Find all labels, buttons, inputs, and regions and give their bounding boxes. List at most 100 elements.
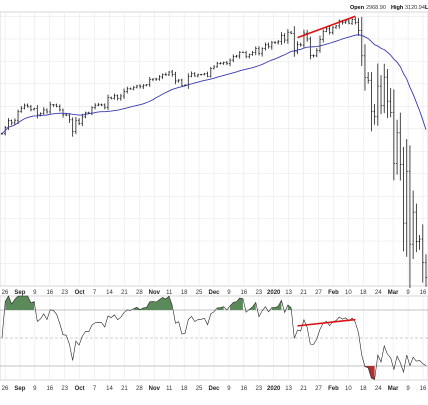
low-label-partial: L [425,5,428,11]
price-bar [254,46,257,56]
price-bar [421,224,424,283]
price-x-tick-label: 9 [227,290,231,296]
oscillator-x-tick-label: Sep [14,386,25,392]
price-x-tick-label: 28 [136,290,143,296]
price-bar [84,111,87,119]
price-bar [180,78,184,87]
oscillator-x-tick-label: Nov [149,386,161,392]
price-bar [309,36,312,60]
price-x-tick-label: 7 [93,290,97,296]
oscillator-x-tick-label: 21 [121,386,128,392]
price-bar [65,113,68,117]
open-value: 2968.90 [366,5,386,11]
price-bar [32,107,36,111]
oscillator-x-tick-label: 23 [61,386,68,392]
price-bar [225,60,229,66]
price-bar [151,78,155,82]
price-bar [23,103,26,110]
price-bar [116,94,119,101]
oscillator-x-tick-label: 16 [241,386,248,392]
price-bar [113,93,116,100]
price-bar [305,29,309,42]
price-bar [148,76,151,87]
price-bar [199,73,203,76]
price-bar [334,24,338,29]
price-bar [357,17,360,37]
price-bar [373,104,376,125]
overbought-fill [287,305,292,310]
price-bar [216,61,219,68]
price-x-tick-label: 16 [420,290,427,296]
price-bar [370,71,373,132]
price-bar [81,113,84,127]
price-bar [418,235,421,250]
price-bar [257,46,261,56]
price-bar [347,18,351,25]
price-bar [293,26,296,57]
price-bar [289,30,293,35]
price-bar [219,62,222,65]
price-bar [222,61,225,65]
price-x-tick-label: 14 [106,290,113,296]
price-bar [328,25,331,35]
price-bar [424,254,428,287]
oscillator-x-tick-label: 18 [360,386,367,392]
price-x-axis: 26 Sep 9 16 23 Oct 7 14 21 28 Nov 11 18 25 Dec 9 16 23 202… [2,290,427,296]
oscillator-x-tick-label: 18 [181,386,188,392]
oscillator-x-tick-label: 27 [315,386,322,392]
price-bar [270,40,274,50]
overbought-fill [133,296,173,310]
price-bar [296,41,299,55]
price-bar [190,71,193,78]
oscillator-x-tick-label: Mar [388,386,399,392]
oscillator-x-tick-label: 7 [93,386,97,392]
price-x-tick-label: 25 [196,290,203,296]
price-bar [283,33,286,44]
price-x-tick-label: 10 [345,290,352,296]
price-bar [322,29,325,43]
oscillator-x-tick-label: Feb [328,386,339,392]
oscillator-x-tick-label: 16 [420,386,427,392]
price-bar [277,39,280,45]
price-bar [312,54,315,58]
price-bar [154,77,158,81]
price-bar [52,103,55,107]
oscillator-x-tick-label: 10 [345,386,352,392]
price-bar [142,84,145,89]
price-bar [167,71,171,76]
oscillator-divergence-line [297,318,356,327]
price-bar [395,119,399,175]
price-grid [0,12,428,286]
price-bar [235,55,238,58]
price-x-tick-label: 23 [61,290,68,296]
price-bar [264,42,267,51]
oscillator-x-tick-label: 13 [285,386,292,392]
price-bar [389,87,392,118]
price-x-tick-label: 21 [121,290,128,296]
price-bar [103,103,106,110]
price-bar [161,73,164,80]
overbought-fill [217,306,224,310]
price-bar [196,73,200,78]
price-x-tick-label: Feb [328,290,339,296]
high-label: High [391,5,404,11]
price-x-tick-label: Oct [75,290,85,296]
price-x-tick-label: 13 [285,290,292,296]
price-bar [119,93,123,101]
price-bar [126,86,129,94]
oscillator-x-tick-label: 28 [136,386,143,392]
price-bar [238,51,241,59]
oscillator-x-tick-label: 24 [375,386,382,392]
price-x-tick-label: 24 [375,290,382,296]
price-x-tick-label: 26 [2,290,9,296]
price-bar [138,84,142,89]
price-bar [93,103,97,110]
price-bar [193,72,196,77]
price-bar [244,51,248,59]
price-bar [379,75,383,115]
oscillator-x-tick-label: Oct [75,386,85,392]
oscillator-x-tick-label: 9 [33,386,37,392]
price-bar [209,66,212,78]
price-x-tick-label: Sep [14,290,25,296]
price-bar [248,53,251,59]
